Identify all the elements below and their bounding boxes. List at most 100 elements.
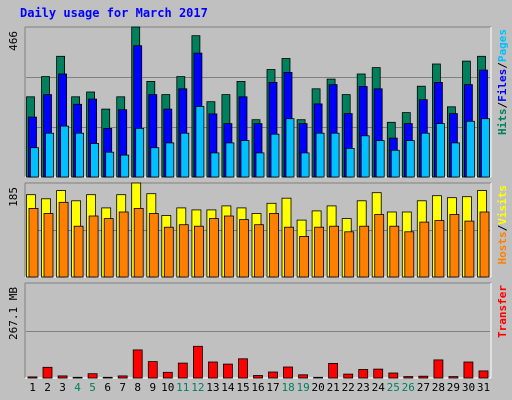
transfer-bar — [268, 371, 278, 379]
hosts-bar — [359, 225, 370, 278]
x-tick-label: 12 — [191, 381, 204, 394]
transfer-bar — [298, 374, 309, 379]
hosts-bar — [58, 201, 69, 278]
x-tick-label: 10 — [161, 381, 174, 394]
x-tick-label: 22 — [342, 381, 355, 394]
hosts-bar — [88, 215, 99, 278]
x-tick-label: 8 — [134, 381, 141, 394]
hosts-visits-legend: Hosts/Visits — [496, 185, 509, 265]
hosts-bar — [479, 211, 490, 278]
pages-bar — [90, 143, 99, 178]
x-tick-label: 24 — [372, 381, 386, 394]
transfer-bar — [418, 375, 429, 379]
pages-bar — [390, 149, 400, 178]
hosts-bar — [193, 225, 204, 278]
hits-files-pages-legend-part: Pages — [496, 29, 509, 62]
x-tick-label: 6 — [104, 381, 111, 394]
transfer-bar — [283, 366, 293, 379]
hosts-bar — [178, 224, 189, 278]
x-tick-label: 4 — [74, 381, 81, 394]
x-tick-label: 19 — [296, 381, 309, 394]
pages-bar — [465, 120, 475, 178]
transfer-bar — [207, 361, 218, 379]
transfer-bar — [358, 369, 369, 379]
x-tick-label: 17 — [266, 381, 279, 394]
hosts-bar — [223, 215, 234, 278]
transfer-bar — [87, 373, 98, 379]
x-tick-label: 23 — [357, 381, 370, 394]
hosts-bar — [73, 225, 84, 278]
hosts-bar — [344, 231, 355, 278]
transfer-panel-bg — [25, 283, 491, 378]
pages-bar — [450, 142, 460, 178]
hosts-bar — [163, 226, 174, 278]
hosts-bar — [299, 235, 310, 278]
hosts-bar — [464, 220, 475, 278]
transfer-legend: Transfer — [496, 285, 509, 338]
transfer-bar — [403, 376, 414, 379]
pages-bar — [180, 132, 190, 178]
hosts-visits-legend-part: Visits — [496, 185, 509, 225]
pages-bar — [330, 132, 340, 178]
hits-files-pages-legend-part: / — [496, 62, 509, 69]
transfer-bar — [147, 361, 158, 379]
pages-bar — [300, 152, 310, 178]
transfer-bar — [478, 370, 489, 379]
transfer-bar — [27, 376, 38, 379]
pages-bar — [240, 140, 250, 178]
transfer-bar — [42, 366, 53, 379]
x-tick-label: 27 — [417, 381, 430, 394]
hosts-bar — [329, 225, 340, 278]
x-tick-label: 9 — [149, 381, 156, 394]
x-tick-label: 31 — [477, 381, 490, 394]
pages-bar — [135, 127, 145, 178]
pages-bar — [225, 142, 235, 178]
hits-files-pages-legend: Hits/Files/Pages — [496, 29, 509, 135]
transfer-bar — [343, 373, 354, 379]
x-tick-label: 5 — [89, 381, 96, 394]
hits-files-pages-legend-part: / — [496, 102, 509, 109]
x-tick-label: 16 — [251, 381, 264, 394]
hosts-bar — [148, 213, 159, 278]
hosts-bar — [284, 226, 294, 278]
pages-bar — [195, 106, 205, 178]
hosts-bar — [419, 221, 430, 278]
hits-y-max-label: 466 — [7, 31, 20, 51]
x-tick-label: 15 — [236, 381, 249, 394]
transfer-bar — [132, 349, 143, 379]
x-tick-label: 30 — [462, 381, 475, 394]
x-tick-label: 7 — [119, 381, 126, 394]
pages-bar — [255, 152, 265, 178]
hosts-bar — [389, 225, 400, 278]
pages-bar — [375, 140, 385, 178]
hosts-bar — [314, 226, 325, 278]
transfer-bar — [57, 375, 68, 379]
x-tick-label: 13 — [206, 381, 219, 394]
transfer-bar — [72, 376, 83, 379]
transfer-y-max-label: 267.1 MB — [7, 287, 20, 340]
hits-files-pages-legend-part: Hits — [496, 109, 509, 136]
pages-bar — [420, 132, 430, 178]
transfer-bar — [117, 375, 128, 379]
visits-y-max-label: 185 — [7, 187, 20, 207]
pages-bar — [165, 142, 175, 178]
pages-bar — [405, 140, 415, 178]
pages-bar — [30, 147, 39, 178]
hosts-bar — [254, 224, 264, 278]
transfer-bar — [177, 362, 188, 379]
hosts-bar — [208, 218, 219, 278]
pages-bar — [315, 132, 325, 178]
hosts-visits-legend-part: Hosts — [496, 231, 509, 264]
x-tick-label: 20 — [311, 381, 324, 394]
pages-bar — [481, 118, 490, 178]
transfer-bar — [448, 376, 459, 379]
pages-bar — [435, 123, 445, 178]
chart-title: Daily usage for March 2017 — [20, 6, 208, 20]
transfer-bar — [238, 358, 248, 379]
pages-bar — [45, 132, 54, 178]
x-tick-label: 25 — [387, 381, 400, 394]
pages-bar — [285, 118, 295, 178]
transfer-legend-part: Transfer — [496, 285, 509, 338]
